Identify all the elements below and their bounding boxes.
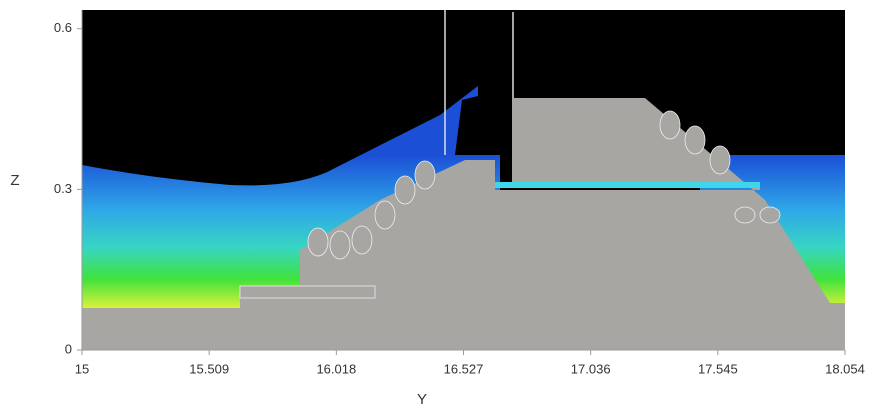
armor-unit <box>710 146 730 174</box>
x-tick-label: 15.509 <box>189 361 229 376</box>
x-tick-label: 16.527 <box>444 361 484 376</box>
armor-unit <box>760 207 780 223</box>
y-axis-title: Z <box>10 172 19 189</box>
x-axis-title: Y <box>417 391 427 408</box>
x-tick-label: 15 <box>75 361 89 376</box>
armor-unit <box>375 201 395 229</box>
armor-unit <box>735 207 755 223</box>
chart: Y Z 15 15.509 16.018 16.527 17.036 17.545 18.0… <box>0 0 873 410</box>
y-tick-label: 0 <box>65 341 72 356</box>
plot-area <box>82 10 845 350</box>
x-tick-label: 16.018 <box>316 361 356 376</box>
armor-unit <box>660 111 680 139</box>
y-tick-label: 0.6 <box>54 20 72 35</box>
armor-unit <box>415 161 435 189</box>
y-tick-label: 0.3 <box>54 181 72 196</box>
armor-unit <box>395 176 415 204</box>
armor-unit <box>330 231 350 259</box>
x-tick-label: 18.054 <box>825 361 865 376</box>
armor-row <box>240 286 375 298</box>
x-tick-label: 17.036 <box>571 361 611 376</box>
channel <box>495 182 760 188</box>
armor-unit <box>685 126 705 154</box>
armor-unit <box>308 228 328 256</box>
x-tick-label: 17.545 <box>698 361 738 376</box>
armor-unit <box>352 226 372 254</box>
